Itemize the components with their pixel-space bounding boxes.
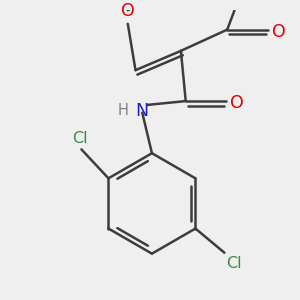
Text: Cl: Cl	[226, 256, 242, 271]
Text: O: O	[272, 22, 285, 40]
Text: N: N	[136, 102, 149, 120]
Text: O: O	[230, 94, 244, 112]
Text: O: O	[121, 2, 135, 20]
Text: Cl: Cl	[72, 131, 87, 146]
Text: H: H	[118, 103, 129, 118]
